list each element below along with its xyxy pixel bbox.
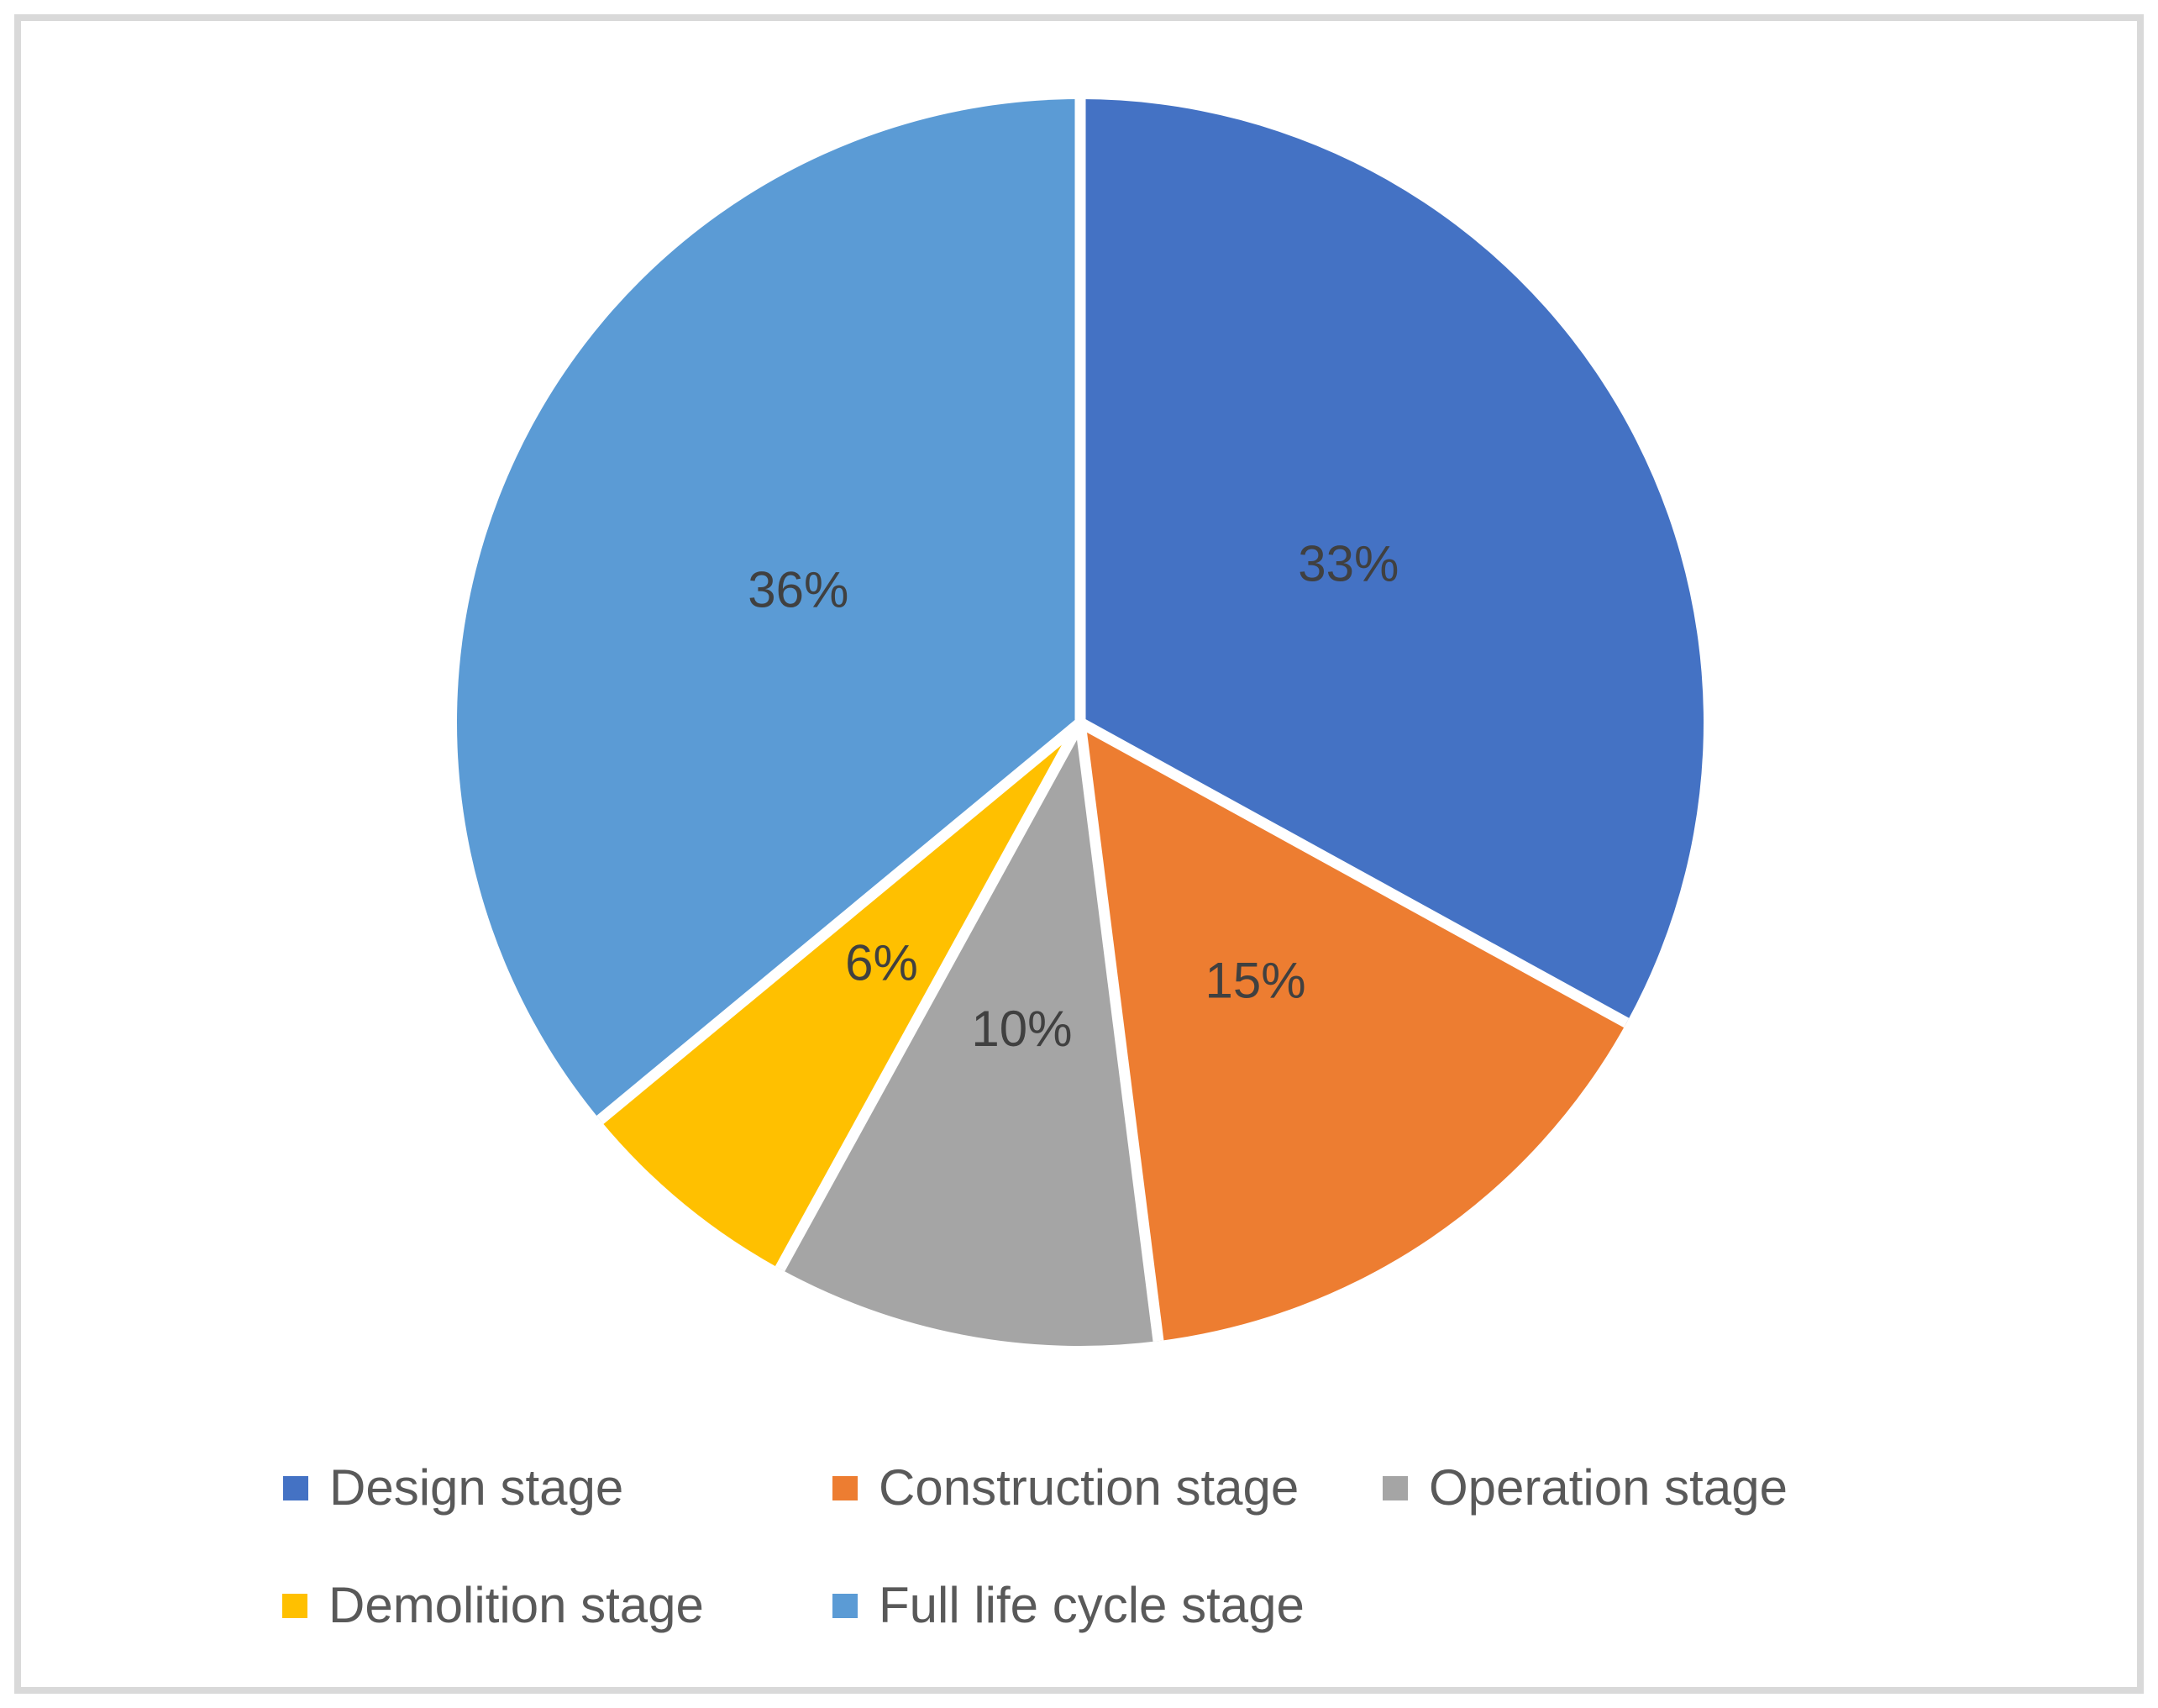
pie-data-label: 6% <box>845 934 918 991</box>
pie-slice-demolition-stage <box>600 723 1080 1269</box>
slice-separator <box>1077 717 1630 1028</box>
legend-item-construction-stage: Construction stage <box>832 1458 1299 1518</box>
pie-slice-construction-stage <box>1080 723 1627 1342</box>
legend-label-operation-stage: Operation stage <box>1429 1459 1788 1516</box>
legend-item-demolition-stage: Demolition stage <box>282 1575 704 1636</box>
legend-swatch-construction-stage-icon <box>832 1475 858 1500</box>
legend-swatch-demolition-stage-icon <box>282 1593 307 1618</box>
slice-separator <box>774 719 1085 1272</box>
pie-slice-operation-stage <box>780 723 1158 1346</box>
slice-separator <box>1074 722 1164 1342</box>
legend-swatch-design-stage-icon <box>283 1475 308 1500</box>
legend-label-design-stage: Design stage <box>329 1459 624 1516</box>
slice-separator <box>596 717 1084 1124</box>
pie-data-label: 36% <box>748 562 848 618</box>
legend-label-construction-stage: Construction stage <box>879 1459 1300 1516</box>
pie-slice-full-life-cycle-stage <box>457 99 1080 1120</box>
legend-swatch-full-life-cycle-stage-icon <box>832 1593 858 1618</box>
pie-data-label: 33% <box>1298 536 1399 592</box>
pie-data-label: 15% <box>1205 952 1305 1008</box>
legend-label-demolition-stage: Demolition stage <box>328 1577 704 1633</box>
legend-item-full-life-cycle-stage: Full life cycle stage <box>832 1575 1305 1636</box>
legend-item-operation-stage: Operation stage <box>1383 1458 1788 1518</box>
pie-data-label: 10% <box>971 1001 1072 1057</box>
legend-swatch-operation-stage-icon <box>1383 1475 1408 1500</box>
legend-item-design-stage: Design stage <box>283 1458 623 1518</box>
legend-label-full-life-cycle-stage: Full life cycle stage <box>879 1577 1305 1633</box>
pie-slice-design-stage <box>1080 99 1704 1023</box>
